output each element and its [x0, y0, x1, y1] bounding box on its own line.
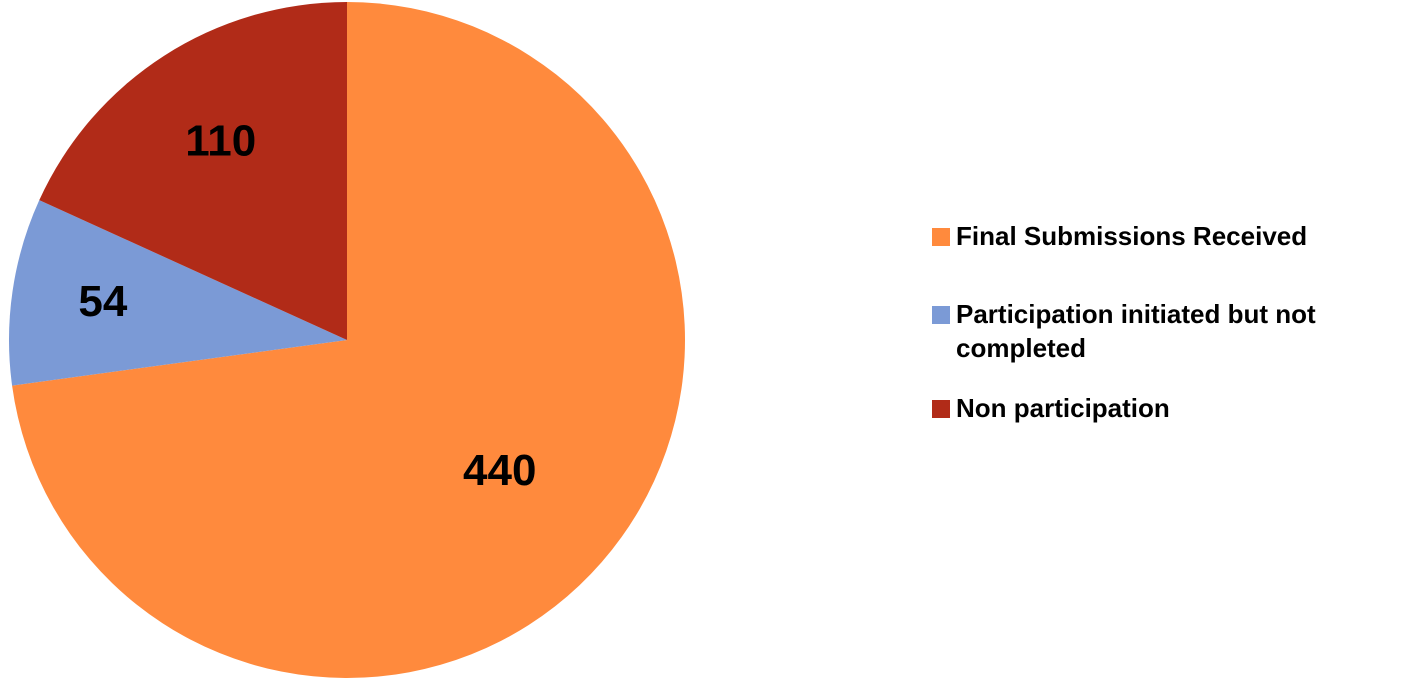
data-label-3: 110	[185, 117, 256, 166]
pie-slice-1	[12, 2, 686, 679]
data-label-1: 440	[463, 446, 536, 495]
legend-label-2-line-1: Participation initiated but not	[956, 299, 1316, 329]
legend: Final Submissions Received Participation …	[932, 221, 1316, 423]
legend-swatch-3	[932, 400, 950, 418]
legend-swatch-1	[932, 228, 950, 246]
legend-label-1: Final Submissions Received	[956, 221, 1307, 251]
pie-data-labels: 440 54 110	[78, 117, 536, 495]
legend-label-2-line-2: completed	[956, 333, 1086, 363]
legend-label-3: Non participation	[956, 393, 1170, 423]
legend-swatch-2	[932, 306, 950, 324]
data-label-2: 54	[78, 277, 127, 326]
pie-slice-3	[39, 2, 348, 340]
pie-slices	[8, 2, 686, 679]
pie-slice-2	[8, 200, 347, 386]
